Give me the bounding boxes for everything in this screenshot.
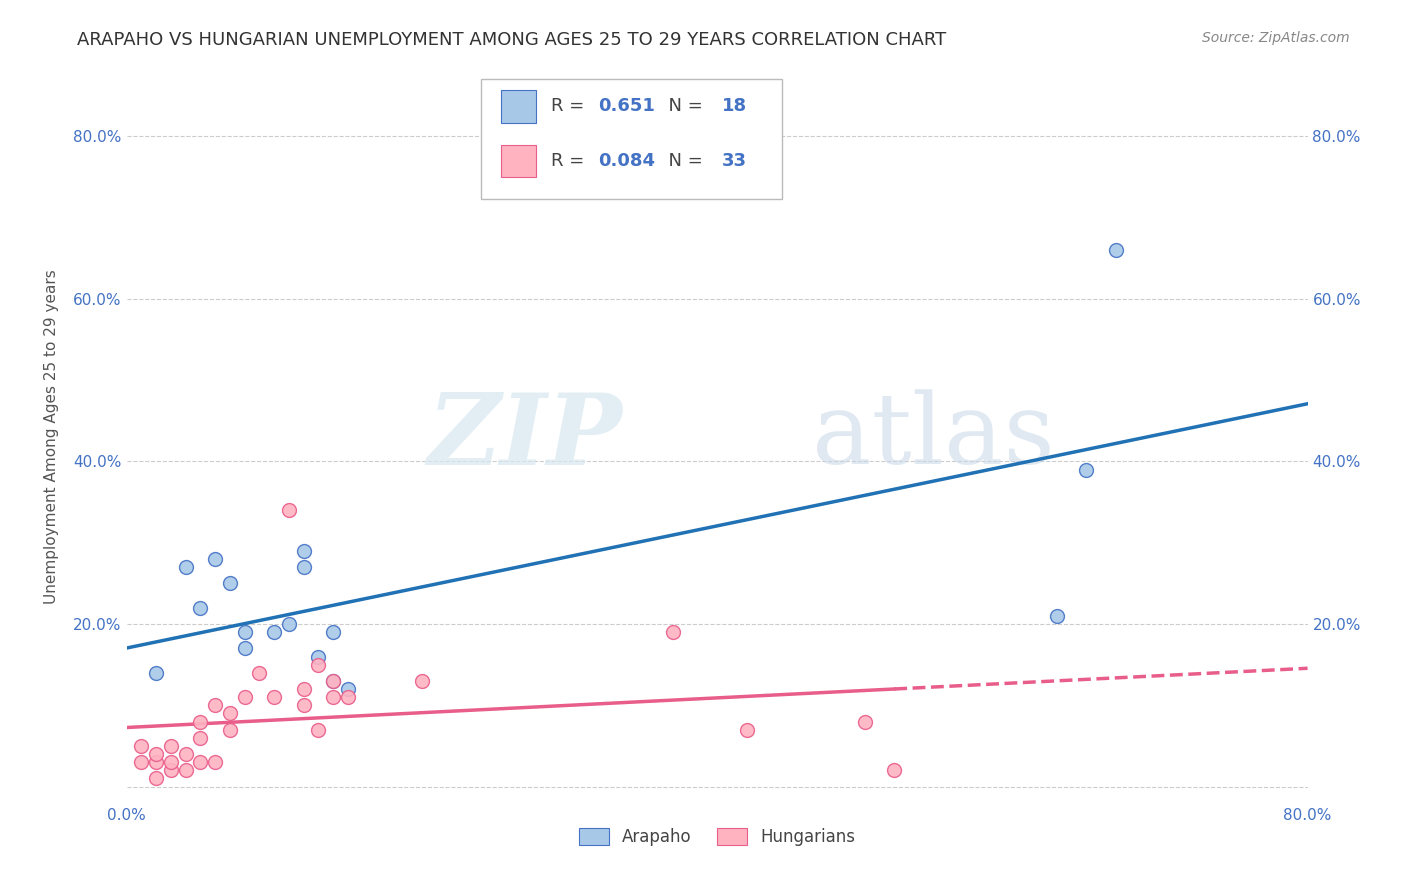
Point xyxy=(188,714,212,729)
Point xyxy=(160,739,183,753)
Point xyxy=(219,723,242,737)
FancyBboxPatch shape xyxy=(501,90,536,122)
Legend: Arapaho, Hungarians: Arapaho, Hungarians xyxy=(572,822,862,853)
Point xyxy=(145,747,167,761)
Point xyxy=(322,625,344,640)
Point xyxy=(129,755,153,769)
Point xyxy=(1105,243,1128,257)
Text: 18: 18 xyxy=(721,97,747,115)
Point xyxy=(145,755,167,769)
Point xyxy=(249,665,271,680)
Point xyxy=(292,698,315,713)
Text: Source: ZipAtlas.com: Source: ZipAtlas.com xyxy=(1202,31,1350,45)
Y-axis label: Unemployment Among Ages 25 to 29 years: Unemployment Among Ages 25 to 29 years xyxy=(45,269,59,605)
Point xyxy=(204,552,226,566)
Text: atlas: atlas xyxy=(811,389,1054,485)
Point xyxy=(188,600,212,615)
Text: 0.084: 0.084 xyxy=(598,152,655,170)
Text: ARAPAHO VS HUNGARIAN UNEMPLOYMENT AMONG AGES 25 TO 29 YEARS CORRELATION CHART: ARAPAHO VS HUNGARIAN UNEMPLOYMENT AMONG … xyxy=(77,31,946,49)
Point xyxy=(233,641,256,656)
FancyBboxPatch shape xyxy=(481,78,782,200)
Point xyxy=(263,625,285,640)
Point xyxy=(160,755,183,769)
Point xyxy=(337,681,360,696)
Point xyxy=(411,673,433,688)
Point xyxy=(308,649,330,664)
Point xyxy=(308,657,330,672)
Point xyxy=(662,625,685,640)
Point xyxy=(204,755,226,769)
Text: R =: R = xyxy=(551,152,589,170)
Point xyxy=(883,764,905,778)
Point xyxy=(735,723,758,737)
Point xyxy=(292,681,315,696)
Point xyxy=(322,673,344,688)
Text: N =: N = xyxy=(657,152,709,170)
Point xyxy=(160,764,183,778)
Point xyxy=(263,690,285,705)
Point xyxy=(204,698,226,713)
Point xyxy=(1046,608,1069,623)
Point xyxy=(233,690,256,705)
Point xyxy=(174,747,197,761)
Point xyxy=(188,731,212,745)
Point xyxy=(145,665,167,680)
Point xyxy=(129,739,153,753)
Point xyxy=(233,625,256,640)
FancyBboxPatch shape xyxy=(501,145,536,178)
Point xyxy=(292,544,315,558)
Point xyxy=(174,764,197,778)
Point xyxy=(322,673,344,688)
Point xyxy=(145,772,167,786)
Text: R =: R = xyxy=(551,97,589,115)
Text: 33: 33 xyxy=(721,152,747,170)
Point xyxy=(337,690,360,705)
Point xyxy=(308,723,330,737)
Point xyxy=(278,617,301,632)
Text: N =: N = xyxy=(657,97,709,115)
Text: 0.651: 0.651 xyxy=(598,97,655,115)
Point xyxy=(188,755,212,769)
Point xyxy=(1076,462,1098,476)
Point xyxy=(278,503,301,517)
Point xyxy=(853,714,876,729)
Point xyxy=(219,576,242,591)
Point xyxy=(219,706,242,721)
Text: ZIP: ZIP xyxy=(427,389,623,485)
Point xyxy=(292,560,315,574)
Point xyxy=(322,690,344,705)
Point xyxy=(174,560,197,574)
